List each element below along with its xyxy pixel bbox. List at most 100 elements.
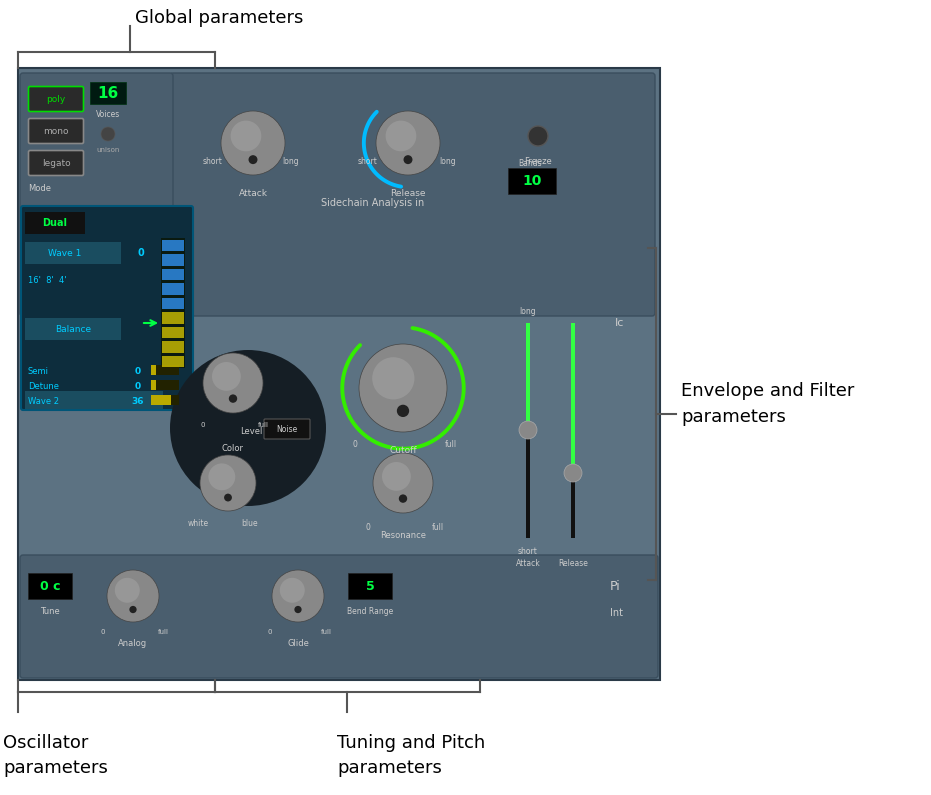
- Text: 0: 0: [101, 629, 105, 635]
- Circle shape: [249, 155, 258, 164]
- Text: white: white: [187, 518, 209, 528]
- Text: Cutoff: Cutoff: [389, 445, 417, 455]
- Circle shape: [528, 126, 548, 146]
- Circle shape: [212, 362, 241, 391]
- Text: Attack: Attack: [516, 560, 540, 568]
- Circle shape: [359, 344, 447, 432]
- Bar: [162, 283, 184, 295]
- Circle shape: [372, 357, 414, 399]
- Text: full: full: [320, 629, 331, 635]
- Circle shape: [170, 350, 326, 506]
- Bar: [162, 341, 184, 352]
- Text: 16'  8'  4': 16' 8' 4': [28, 276, 66, 285]
- Bar: [25, 212, 85, 234]
- Bar: [25, 318, 121, 340]
- Bar: [571, 323, 575, 473]
- FancyBboxPatch shape: [170, 73, 655, 316]
- Bar: [151, 380, 179, 390]
- Bar: [151, 380, 156, 390]
- Text: Balance: Balance: [55, 324, 91, 333]
- Circle shape: [200, 455, 256, 511]
- Text: Wave 1: Wave 1: [48, 249, 82, 258]
- Text: Analog: Analog: [118, 639, 147, 649]
- Circle shape: [272, 570, 324, 622]
- Circle shape: [224, 494, 232, 502]
- Text: 0: 0: [366, 522, 371, 532]
- Text: Detune: Detune: [28, 382, 59, 390]
- Text: short: short: [358, 157, 378, 165]
- Bar: [18, 68, 660, 680]
- Circle shape: [398, 494, 407, 502]
- Text: 0 c: 0 c: [40, 580, 61, 592]
- Text: 0: 0: [135, 382, 142, 390]
- Text: Mode: Mode: [28, 184, 51, 192]
- Text: Attack: Attack: [238, 188, 267, 197]
- Bar: [151, 365, 156, 375]
- Circle shape: [280, 578, 304, 603]
- Bar: [25, 242, 121, 264]
- Bar: [25, 391, 163, 409]
- Bar: [162, 254, 184, 266]
- Circle shape: [385, 121, 416, 151]
- Text: 0: 0: [201, 422, 205, 428]
- Text: legato: legato: [42, 158, 71, 168]
- FancyBboxPatch shape: [20, 555, 658, 678]
- Text: Ic: Ic: [615, 318, 625, 328]
- Text: full: full: [445, 440, 457, 448]
- Text: 0: 0: [353, 440, 358, 448]
- Bar: [526, 323, 530, 430]
- Bar: [28, 573, 72, 599]
- Text: poly: poly: [47, 95, 65, 103]
- Text: full: full: [157, 629, 169, 635]
- Text: Int: Int: [610, 608, 623, 618]
- Circle shape: [376, 111, 440, 175]
- Text: 0: 0: [268, 629, 272, 635]
- Text: Dual: Dual: [43, 218, 68, 228]
- FancyBboxPatch shape: [29, 118, 84, 144]
- Text: 0: 0: [135, 366, 142, 375]
- Circle shape: [115, 578, 140, 603]
- Text: long: long: [439, 157, 456, 165]
- Circle shape: [373, 453, 433, 513]
- Text: Pi: Pi: [610, 580, 621, 592]
- Text: 5: 5: [366, 580, 374, 592]
- Text: Bend Range: Bend Range: [347, 607, 393, 615]
- Text: Envelope and Filter
parameters: Envelope and Filter parameters: [681, 382, 855, 426]
- Text: Global parameters: Global parameters: [135, 9, 304, 27]
- Bar: [526, 323, 530, 538]
- Text: 10: 10: [522, 174, 542, 188]
- Bar: [348, 573, 392, 599]
- Circle shape: [403, 155, 412, 164]
- Text: Semi: Semi: [28, 366, 49, 375]
- Text: 16: 16: [98, 86, 118, 100]
- Circle shape: [101, 127, 115, 141]
- Text: short: short: [203, 157, 223, 165]
- Bar: [161, 238, 185, 368]
- Bar: [162, 312, 184, 324]
- Text: Bands: Bands: [518, 158, 542, 168]
- Text: 0: 0: [138, 248, 144, 258]
- Text: Tuning and Pitch
parameters: Tuning and Pitch parameters: [337, 734, 485, 777]
- Text: blue: blue: [242, 518, 258, 528]
- Bar: [162, 269, 184, 281]
- FancyBboxPatch shape: [20, 73, 173, 316]
- Text: Color: Color: [222, 444, 244, 452]
- Circle shape: [397, 405, 409, 417]
- FancyBboxPatch shape: [29, 150, 84, 176]
- Bar: [508, 168, 556, 194]
- Circle shape: [382, 462, 411, 491]
- Circle shape: [519, 421, 537, 439]
- Text: mono: mono: [43, 126, 69, 135]
- Text: 36: 36: [132, 397, 144, 405]
- Circle shape: [203, 353, 263, 413]
- Text: unison: unison: [96, 147, 120, 153]
- FancyBboxPatch shape: [264, 419, 310, 439]
- Text: Level: Level: [240, 426, 263, 436]
- FancyBboxPatch shape: [29, 87, 84, 111]
- FancyBboxPatch shape: [21, 206, 193, 410]
- Text: Tune: Tune: [40, 607, 60, 615]
- Text: short: short: [518, 548, 538, 556]
- Circle shape: [209, 463, 236, 491]
- Text: Voices: Voices: [96, 110, 120, 118]
- Text: Resonance: Resonance: [380, 530, 426, 540]
